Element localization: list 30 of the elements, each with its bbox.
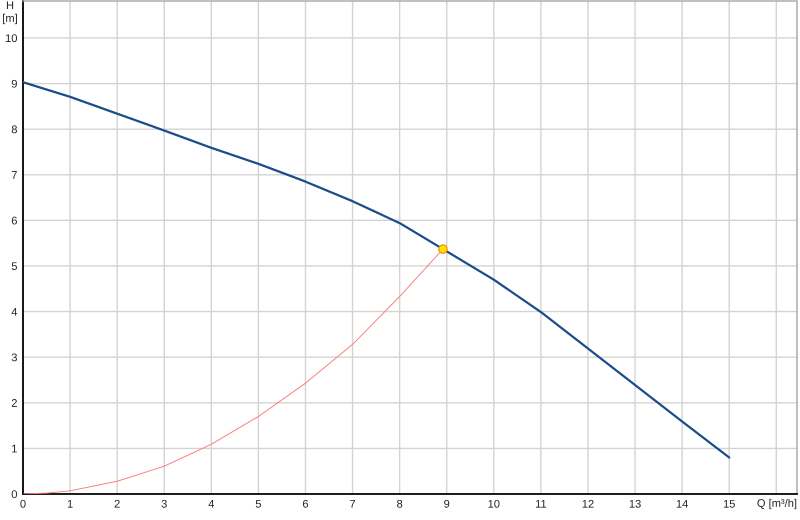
x-tick-label: 6: [302, 500, 308, 508]
y-tick-label: 5: [12, 262, 17, 270]
x-axis-title: Q [m³/h]: [757, 498, 796, 510]
y-axis-title: H [m]: [3, 1, 17, 24]
y-tick-label: 3: [12, 353, 17, 362]
y-tick-label: 10: [6, 34, 18, 42]
x-tick-label: 11: [536, 500, 546, 508]
y-tick-label: 9: [12, 80, 17, 88]
x-tick-label: 5: [256, 500, 262, 508]
y-tick-label: 4: [12, 308, 18, 316]
x-tick-label: 2: [114, 500, 120, 508]
y-tick-label: 2: [12, 399, 17, 407]
y-tick-label: 0: [12, 490, 18, 498]
x-tick-label: 3: [162, 500, 167, 508]
y-tick-label: 7: [12, 171, 17, 179]
x-tick-label: 10: [488, 500, 500, 508]
x-tick-label: 13: [630, 500, 641, 508]
x-tick-label: 0: [20, 500, 26, 508]
x-tick-label: 4: [208, 500, 214, 508]
x-tick-label: 15: [724, 500, 735, 508]
x-tick-label: 8: [397, 500, 402, 508]
x-tick-label: 7: [350, 500, 356, 508]
x-tick-label: 9: [444, 500, 450, 508]
x-tick-label: 1: [68, 500, 73, 508]
y-tick-label: 6: [12, 216, 17, 224]
line-series: [23, 81, 730, 459]
x-tick-label: 14: [676, 500, 688, 508]
y-tick-label: 1: [12, 444, 17, 452]
y-tick-label: 8: [12, 125, 17, 134]
x-tick-label: 12: [582, 500, 594, 508]
